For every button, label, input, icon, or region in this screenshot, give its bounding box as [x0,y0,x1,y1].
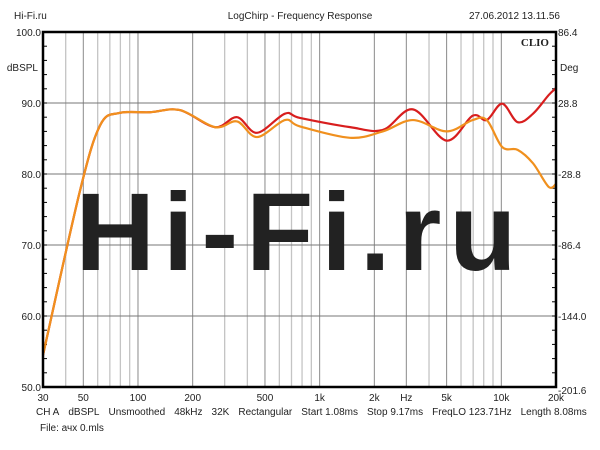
x-tick-label: 200 [184,393,201,404]
clio-brand: CLIO [521,37,550,49]
y2-tick-label: 86.4 [558,28,578,39]
y2-tick-label: -144.0 [558,312,587,323]
x-tick-label: 50 [78,393,90,404]
x-tick-label: 20k [548,393,565,404]
y2-tick-label: -201.6 [558,386,587,397]
y-tick-label: 50.0 [22,383,42,394]
y-axis-label: dBSPL [7,63,39,74]
plot-frame [41,30,558,389]
y-tick-label: 90.0 [22,99,42,110]
setting-item: FreqLO 123.71Hz [432,407,512,418]
x-tick-label: 5k [441,393,453,404]
y2-tick-label: 28.8 [558,99,578,110]
setting-item: Stop 9.17ms [366,407,424,418]
y-tick-label: 100.0 [16,28,41,39]
watermark-logo: Hi-Fi.ru [76,171,525,294]
series-line-orange [41,108,557,356]
x-tick-label: 2k [369,393,381,404]
y2-tick-label: -28.8 [558,170,581,181]
setting-item: CH A [36,407,60,418]
y2-tick-label: -86.4 [558,241,581,252]
measurement-settings: CH A dBSPL Unsmoothed 48kHz 32K Rectangular St… [36,407,596,418]
setting-item: 48kHz [174,407,203,418]
chart-title: LogChirp - Frequency Response [227,11,373,22]
y-tick-label: 70.0 [22,241,42,252]
x-tick-label: 100 [130,393,147,404]
header-timestamp: 27.06.2012 13.11.56 [468,11,560,22]
y-tick-label: 80.0 [22,170,42,181]
header-site: Hi-Fi.ru [14,11,47,22]
x-tick-label: 30 [37,393,49,404]
x-tick-label: 500 [257,393,274,404]
setting-item: Rectangular [238,407,293,418]
setting-item: Start 1.08ms [301,407,358,418]
setting-item: Unsmoothed [108,407,166,418]
setting-item: 32K [211,407,230,418]
file-name: File: ачх 0.mls [40,423,104,434]
x-tick-label: 1k [314,393,326,404]
x-tick-label: Hz [400,393,412,404]
x-tick-label: 10k [493,393,510,404]
setting-item: Length 8.08ms [520,407,587,418]
y2-axis-label: Deg [560,63,578,74]
setting-item: dBSPL [68,407,100,418]
y-tick-label: 60.0 [22,312,42,323]
